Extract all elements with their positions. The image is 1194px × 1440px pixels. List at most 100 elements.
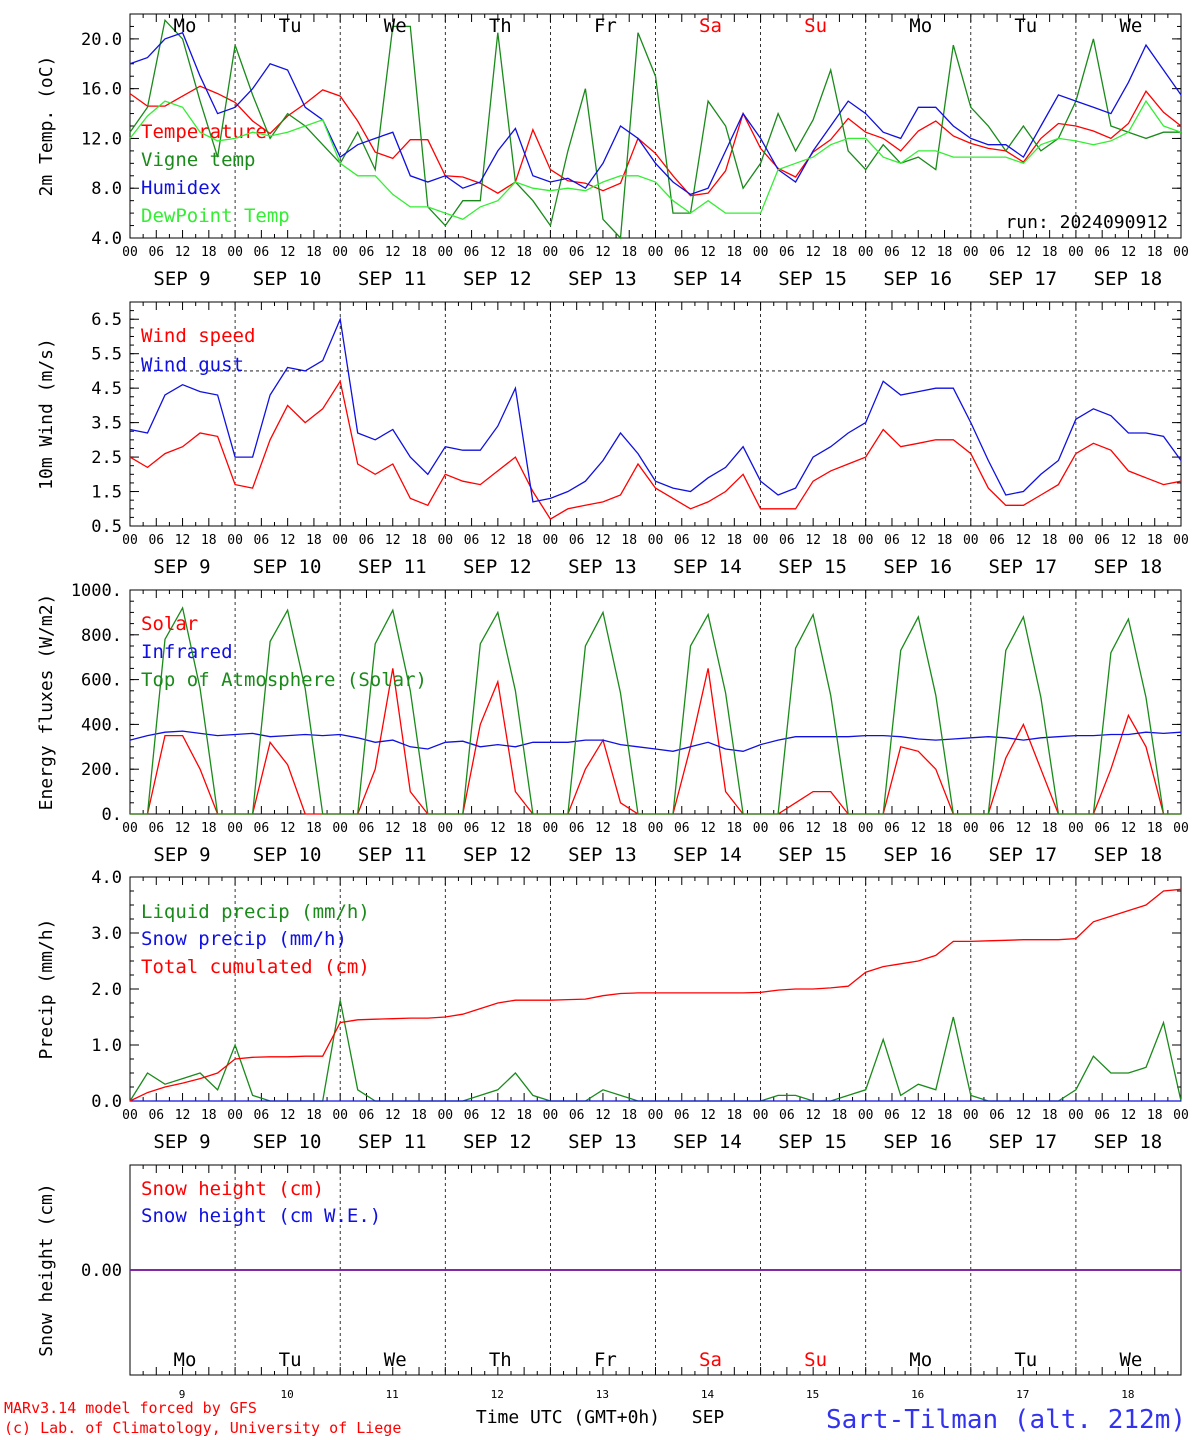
day-number: 14	[701, 1388, 715, 1401]
hour-label: 06	[569, 1108, 585, 1123]
hour-label: 18	[621, 533, 637, 548]
hour-label: 00	[437, 533, 453, 548]
y-tick-label: 2.5	[91, 448, 122, 468]
legend-entry: Snow height (cm)	[141, 1178, 324, 1200]
plot-frame	[129, 301, 1182, 527]
hour-label: 06	[1094, 821, 1110, 836]
hour-label: 18	[726, 533, 742, 548]
hour-label: 00	[1068, 1108, 1084, 1123]
hour-label: 18	[1042, 533, 1058, 548]
y-axis-label: Precip (mm/h)	[36, 919, 57, 1060]
hour-label: 18	[201, 533, 217, 548]
hour-label: 06	[359, 821, 375, 836]
y-tick-label: 4.0	[91, 229, 122, 249]
hour-label: 18	[411, 821, 427, 836]
legend-entry: Wind speed	[141, 325, 255, 347]
model-credit: MARv3.14 model forced by GFS	[4, 1399, 257, 1417]
hour-label: 12	[910, 245, 926, 260]
date-label: SEP 16	[883, 556, 952, 578]
weekday-label: Sa	[699, 15, 722, 37]
date-label: SEP 12	[463, 556, 532, 578]
weekday-label: Th	[489, 15, 512, 37]
hour-label: 18	[306, 533, 322, 548]
hour-label: 12	[805, 1108, 821, 1123]
date-label: SEP 11	[358, 844, 427, 866]
hour-label: 12	[385, 1108, 401, 1123]
hour-label: 00	[122, 245, 138, 260]
y-tick-label: 600.	[81, 671, 122, 691]
hour-label: 18	[937, 245, 953, 260]
hour-label: 00	[648, 1108, 664, 1123]
hour-label: 18	[516, 245, 532, 260]
hour-label: 00	[227, 245, 243, 260]
date-label: SEP 16	[883, 268, 952, 290]
legend-entry: Wind gust	[141, 354, 244, 376]
hour-label: 18	[411, 1108, 427, 1123]
y-tick-label: 16.0	[81, 80, 122, 100]
weekday-label: Mo	[174, 1349, 197, 1371]
hour-label: 00	[1173, 821, 1189, 836]
hour-label: 06	[989, 245, 1005, 260]
hour-label: 00	[122, 1108, 138, 1123]
hour-label: 12	[490, 533, 506, 548]
day-number: 10	[280, 1388, 293, 1401]
footer: MARv3.14 model forced by GFS (c) Lab. of …	[4, 1399, 1186, 1437]
day-number: 9	[179, 1388, 186, 1401]
hour-label: 12	[1016, 533, 1032, 548]
date-label: SEP 17	[988, 268, 1057, 290]
date-label: SEP 14	[673, 1131, 742, 1153]
hour-label: 12	[1121, 821, 1137, 836]
weekday-label: We	[1119, 1349, 1142, 1371]
legend-entry: Vigne temp	[141, 149, 255, 171]
hour-label: 06	[779, 533, 795, 548]
hour-label: 12	[1016, 245, 1032, 260]
hour-label: 00	[332, 821, 348, 836]
y-axis-label: Energy fluxes (W/m2)	[36, 594, 57, 811]
date-label: SEP 15	[778, 556, 847, 578]
hour-label: 00	[437, 821, 453, 836]
hour-label: 00	[1068, 245, 1084, 260]
date-label: SEP 12	[463, 1131, 532, 1153]
y-tick-label: 800.	[81, 626, 122, 646]
hour-label: 06	[1094, 533, 1110, 548]
hour-label: 06	[674, 245, 690, 260]
day-number: 16	[911, 1388, 924, 1401]
hour-label: 18	[937, 1108, 953, 1123]
hour-label: 12	[700, 533, 716, 548]
hour-label: 00	[227, 821, 243, 836]
hour-label: 18	[201, 821, 217, 836]
date-label: SEP 17	[988, 1131, 1057, 1153]
date-label: SEP 13	[568, 1131, 637, 1153]
date-label: SEP 13	[568, 556, 637, 578]
hour-label: 06	[989, 821, 1005, 836]
hour-label: 00	[858, 1108, 874, 1123]
hour-label: 00	[963, 245, 979, 260]
weekday-label: Th	[489, 1349, 512, 1371]
hour-label: 18	[516, 533, 532, 548]
hour-label: 12	[1016, 821, 1032, 836]
date-label: SEP 10	[253, 1131, 322, 1153]
hour-label: 18	[832, 821, 848, 836]
hour-label: 18	[1147, 245, 1163, 260]
series-line-wind-speed	[129, 379, 1182, 520]
hour-label: 12	[175, 533, 191, 548]
date-label: SEP 9	[153, 844, 210, 866]
hour-label: 00	[543, 245, 559, 260]
hour-label: 06	[569, 821, 585, 836]
y-axis-label: Snow height (cm)	[36, 1183, 57, 1356]
date-label: SEP 9	[153, 1131, 210, 1153]
day-number: 13	[596, 1388, 609, 1401]
hour-label: 18	[726, 245, 742, 260]
plot-frame	[129, 589, 1182, 815]
weekday-label: We	[384, 1349, 407, 1371]
hour-label: 00	[122, 533, 138, 548]
hour-label: 06	[674, 1108, 690, 1123]
weekday-label: We	[384, 15, 407, 37]
hour-label: 18	[726, 821, 742, 836]
hour-label: 12	[595, 245, 611, 260]
legend-entry: Humidex	[141, 177, 221, 199]
series-line-humidex	[129, 31, 1182, 196]
y-tick-label: 3.5	[91, 414, 122, 434]
hour-label: 00	[963, 533, 979, 548]
day-number: 11	[386, 1388, 399, 1401]
